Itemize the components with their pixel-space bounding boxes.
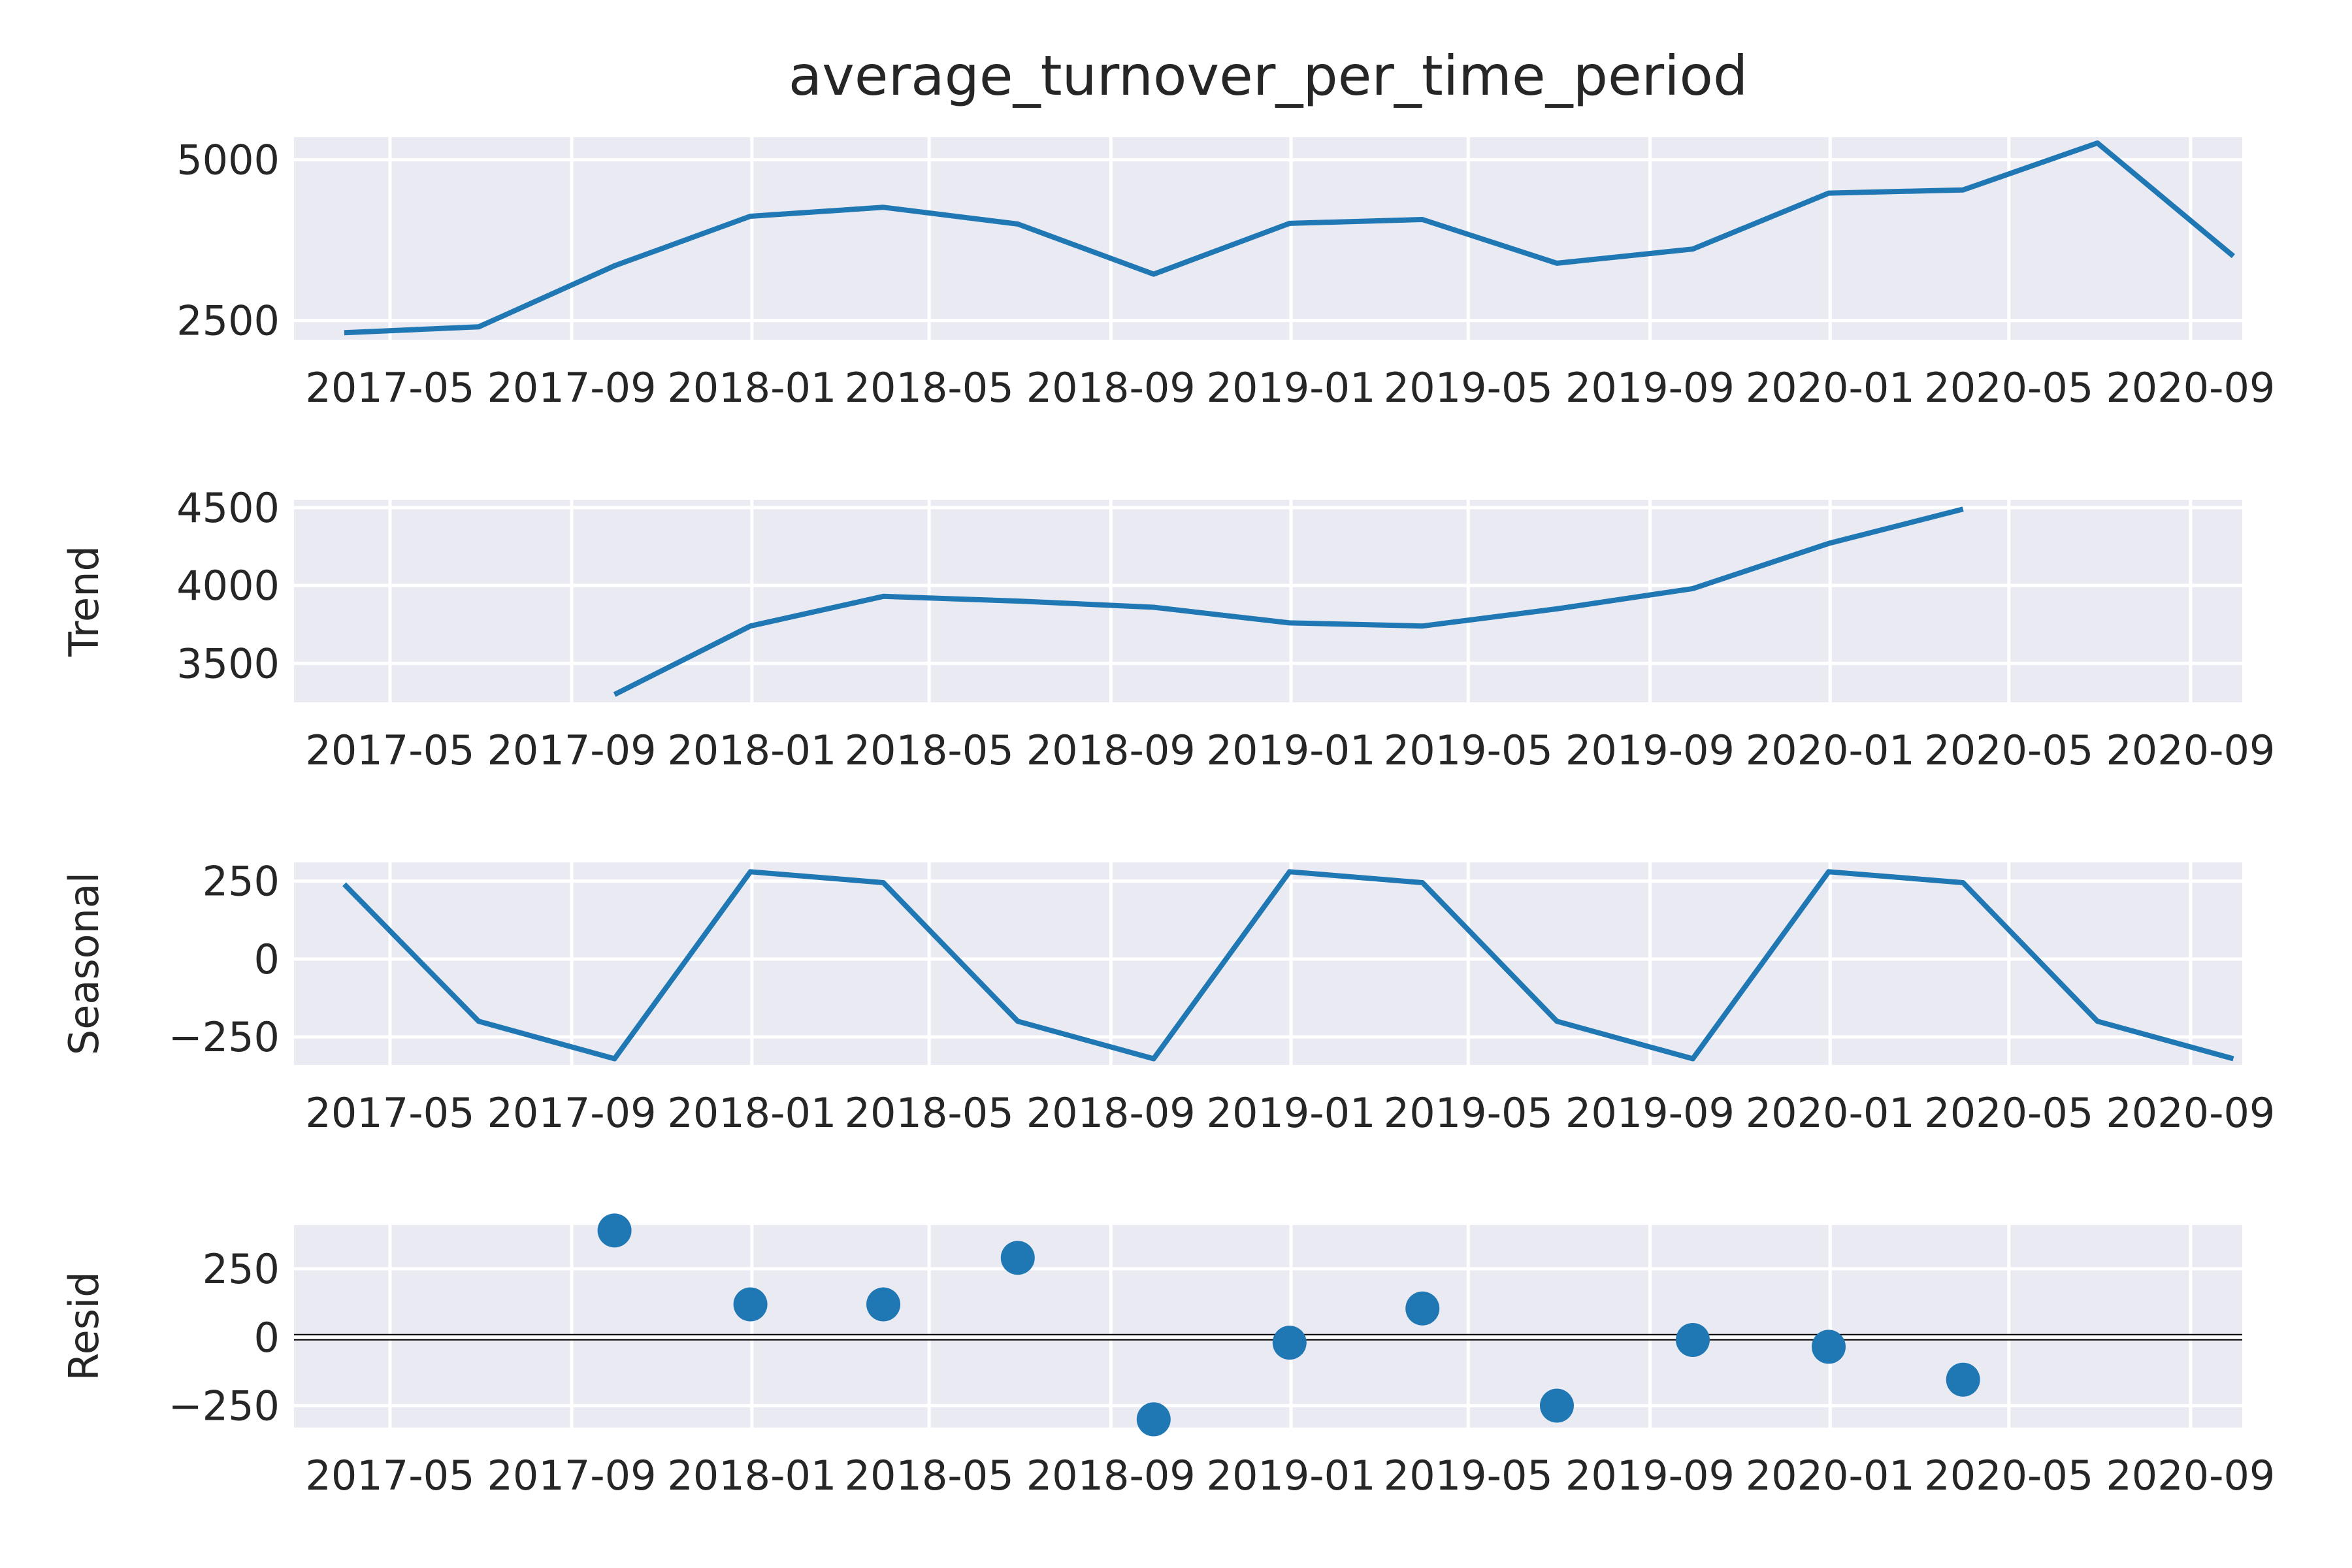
resid-point	[597, 1213, 632, 1248]
x-tick-label: 2018-01	[667, 727, 836, 774]
panel-4: 2017-05 2017-09 2018-01 2018-05 2018-09 2019-…	[60, 1213, 2275, 1499]
x-tick-label: 2020-09	[2106, 1089, 2275, 1137]
x-tick-label: 2020-05	[1924, 1452, 2093, 1499]
panel-1: 2017-05 2017-09 2018-01 2018-05 2018-09 2019-…	[176, 44, 2275, 412]
y-tick-label: 5000	[176, 136, 280, 184]
x-tick-label: 2019-01	[1207, 727, 1376, 774]
y-tick-label: 2500	[176, 297, 280, 344]
x-tick-label: 2019-09	[1565, 727, 1735, 774]
resid-point	[733, 1287, 768, 1322]
plot-area	[294, 500, 2242, 702]
x-tick-label: 2019-01	[1207, 364, 1376, 412]
x-tick-label: 2018-01	[667, 364, 836, 412]
x-tick-label: 2018-09	[1026, 727, 1196, 774]
x-tick-label: 2018-01	[667, 1452, 836, 1499]
series-line	[344, 140, 2235, 336]
plot-area	[294, 1225, 2242, 1428]
x-tick-label: 2019-09	[1565, 364, 1735, 412]
series-line	[613, 506, 1964, 697]
x-tick-label: 2017-09	[487, 1452, 656, 1499]
y-tick-label: 250	[203, 858, 280, 906]
panel-3: 2017-05 2017-09 2018-01 2018-05 2018-09 2019-…	[60, 858, 2275, 1137]
resid-point	[1539, 1388, 1574, 1423]
x-tick-label: 2020-01	[1746, 727, 1915, 774]
x-tick-label: 2018-01	[667, 1089, 836, 1137]
y-tick-label: 250	[203, 1245, 280, 1293]
x-tick-label: 2019-01	[1207, 1089, 1376, 1137]
x-tick-label: 2017-09	[487, 727, 656, 774]
resid-point	[1811, 1330, 1846, 1364]
resid-point	[866, 1287, 901, 1322]
resid-point	[1000, 1241, 1035, 1275]
x-tick-label: 2018-05	[845, 1452, 1014, 1499]
x-tick-label: 2018-05	[845, 1089, 1014, 1137]
x-tick-label: 2020-05	[1924, 364, 2093, 412]
x-tick-label: 2017-05	[305, 1089, 474, 1137]
resid-point	[1946, 1362, 1980, 1397]
y-axis-label: Trend	[60, 546, 108, 657]
plot-area	[294, 862, 2242, 1065]
x-tick-label: 2018-05	[845, 364, 1014, 412]
x-tick-label: 2019-05	[1384, 1089, 1553, 1137]
x-tick-label: 2018-09	[1026, 1452, 1196, 1499]
x-tick-label: 2020-09	[2106, 1452, 2275, 1499]
x-tick-label: 2020-05	[1924, 1089, 2093, 1137]
x-tick-label: 2017-05	[305, 364, 474, 412]
resid-point	[1136, 1402, 1171, 1437]
chart-title: average_turnover_per_time_period	[789, 44, 1748, 108]
x-tick-label: 2020-01	[1746, 1452, 1915, 1499]
x-tick-label: 2020-05	[1924, 727, 2093, 774]
resid-point	[1272, 1326, 1307, 1360]
y-tick-label: 4500	[176, 484, 280, 532]
y-tick-label: 0	[254, 936, 280, 983]
y-axis-label: Seasonal	[60, 872, 108, 1055]
resid-point	[1675, 1322, 1710, 1357]
x-tick-label: 2019-05	[1384, 364, 1553, 412]
y-tick-label: 3500	[176, 640, 280, 687]
x-tick-label: 2017-05	[305, 1452, 474, 1499]
x-tick-label: 2017-05	[305, 727, 474, 774]
x-tick-label: 2019-05	[1384, 1452, 1553, 1499]
x-tick-label: 2017-09	[487, 364, 656, 412]
x-tick-label: 2020-01	[1746, 364, 1915, 412]
y-axis-label: Resid	[60, 1271, 108, 1380]
x-tick-label: 2020-09	[2106, 364, 2275, 412]
x-tick-label: 2018-05	[845, 727, 1014, 774]
y-tick-label: −250	[169, 1382, 280, 1429]
x-tick-label: 2019-09	[1565, 1089, 1735, 1137]
series-line	[342, 869, 2234, 1062]
x-tick-label: 2017-09	[487, 1089, 656, 1137]
x-tick-label: 2018-09	[1026, 1089, 1196, 1137]
panel-2: 2017-05 2017-09 2018-01 2018-05 2018-09 2019-…	[60, 484, 2275, 774]
resid-point	[1405, 1291, 1440, 1326]
x-tick-label: 2020-01	[1746, 1089, 1915, 1137]
y-tick-label: 0	[254, 1314, 280, 1362]
y-tick-label: −250	[169, 1013, 280, 1061]
y-tick-label: 4000	[176, 562, 280, 610]
x-tick-label: 2019-01	[1207, 1452, 1376, 1499]
x-tick-label: 2020-09	[2106, 727, 2275, 774]
plot-area	[294, 137, 2242, 340]
x-tick-label: 2019-09	[1565, 1452, 1735, 1499]
x-tick-label: 2019-05	[1384, 727, 1553, 774]
x-tick-label: 2018-09	[1026, 364, 1196, 412]
